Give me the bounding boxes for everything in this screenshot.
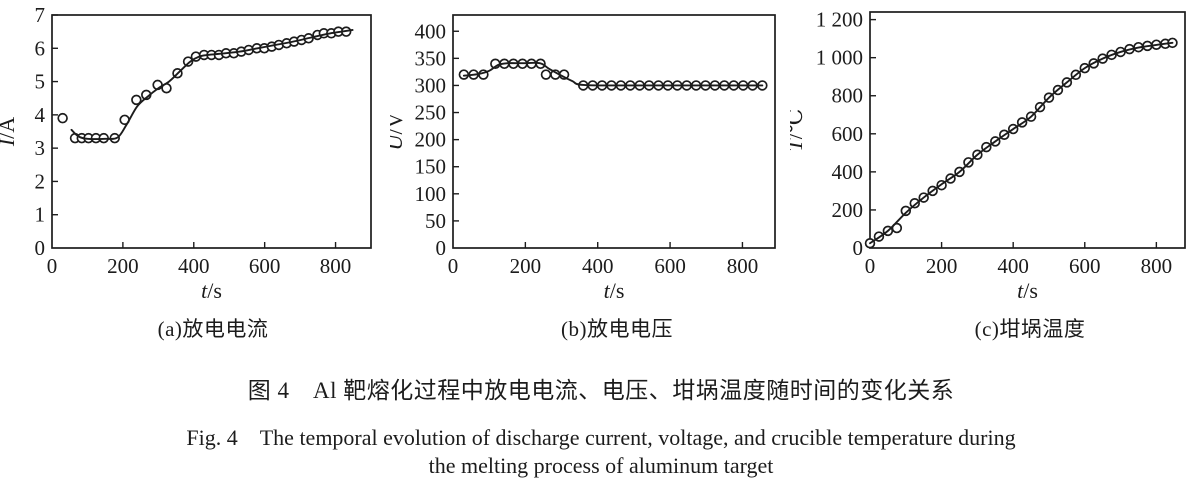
x-tick-label: 800 — [1141, 254, 1173, 278]
x-tick-label: 200 — [510, 254, 542, 278]
x-tick-label: 200 — [926, 254, 958, 278]
figure-title-zh: 图 4 Al 靶熔化过程中放电电流、电压、坩埚温度随时间的变化关系 — [247, 378, 955, 403]
subcaption-b: (b)放电电压 — [561, 317, 673, 341]
x-axis-label: t/s — [604, 278, 625, 302]
data-point — [891, 222, 903, 234]
y-axis-label: U/V — [390, 112, 407, 150]
y-tick-label: 50 — [425, 209, 446, 233]
y-tick-label: 2 — [35, 169, 46, 193]
chart-discharge-current: 0 200 400 600 800 0 1 2 3 4 5 6 7 t/s I/A — [0, 3, 372, 302]
y-tick-label: 400 — [832, 160, 864, 184]
y-tick-label: 4 — [35, 103, 46, 127]
chart-crucible-temperature: 0 200 400 600 800 0 200 400 600 800 1 000 1 200 t/s T… — [790, 8, 1186, 302]
y-tick-label: 0 — [853, 236, 864, 260]
y-tick-label: 800 — [832, 84, 864, 108]
y-tick-label: 1 — [35, 203, 46, 227]
figure-title-en-line2: the melting process of aluminum target — [428, 453, 774, 478]
data-point — [900, 205, 912, 217]
x-tick-label: 600 — [249, 254, 281, 278]
data-point — [540, 69, 552, 80]
subcaption-c: (c)坩埚温度 — [974, 317, 1086, 341]
y-axis-label: T/℃ — [790, 109, 807, 152]
data-point — [131, 94, 142, 106]
subcaption-a: (a)放电电流 — [157, 317, 269, 341]
x-tick-label: 0 — [865, 254, 876, 278]
x-tick-label: 0 — [47, 254, 58, 278]
x-tick-label: 600 — [1069, 254, 1101, 278]
y-tick-label: 1 000 — [816, 46, 863, 70]
y-tick-label: 100 — [415, 182, 447, 206]
x-axis-label: t/s — [1017, 278, 1038, 302]
x-tick-label: 400 — [178, 254, 210, 278]
trend-line — [869, 41, 1174, 245]
plot-box — [51, 14, 372, 249]
y-tick-label: 400 — [415, 19, 447, 43]
x-axis-label: t/s — [201, 278, 222, 302]
data-point — [909, 198, 920, 209]
figure-title-en-line1: Fig. 4 The temporal evolution of dischar… — [186, 425, 1016, 450]
x-tick-label: 400 — [582, 254, 614, 278]
y-tick-label: 3 — [35, 136, 46, 160]
y-tick-label: 350 — [415, 46, 447, 70]
x-tick-label: 200 — [107, 254, 139, 278]
trend-line — [462, 61, 764, 87]
y-tick-label: 200 — [832, 198, 864, 222]
y-tick-label: 1 200 — [816, 8, 863, 32]
y-tick-label: 250 — [415, 101, 447, 125]
y-tick-label: 0 — [436, 236, 447, 260]
x-tick-label: 400 — [997, 254, 1029, 278]
data-point — [182, 56, 194, 67]
x-tick-label: 800 — [727, 254, 759, 278]
plot-box — [869, 11, 1186, 249]
x-tick-label: 800 — [320, 254, 352, 278]
y-tick-label: 150 — [415, 155, 447, 179]
y-tick-label: 0 — [35, 236, 46, 260]
data-point — [57, 112, 68, 124]
y-tick-label: 300 — [415, 73, 447, 97]
y-tick-label: 600 — [832, 122, 864, 146]
x-tick-label: 0 — [448, 254, 459, 278]
chart-discharge-voltage: 0 200 400 600 800050100150200250300350400t/s… — [390, 14, 776, 302]
y-tick-label: 5 — [35, 70, 46, 94]
y-tick-label: 7 — [35, 3, 46, 27]
x-tick-label: 600 — [654, 254, 686, 278]
y-tick-label: 200 — [415, 128, 447, 152]
plot-box — [452, 14, 776, 249]
y-tick-label: 6 — [35, 36, 46, 60]
trend-line — [70, 29, 354, 141]
y-axis-label: I/A — [0, 117, 19, 147]
